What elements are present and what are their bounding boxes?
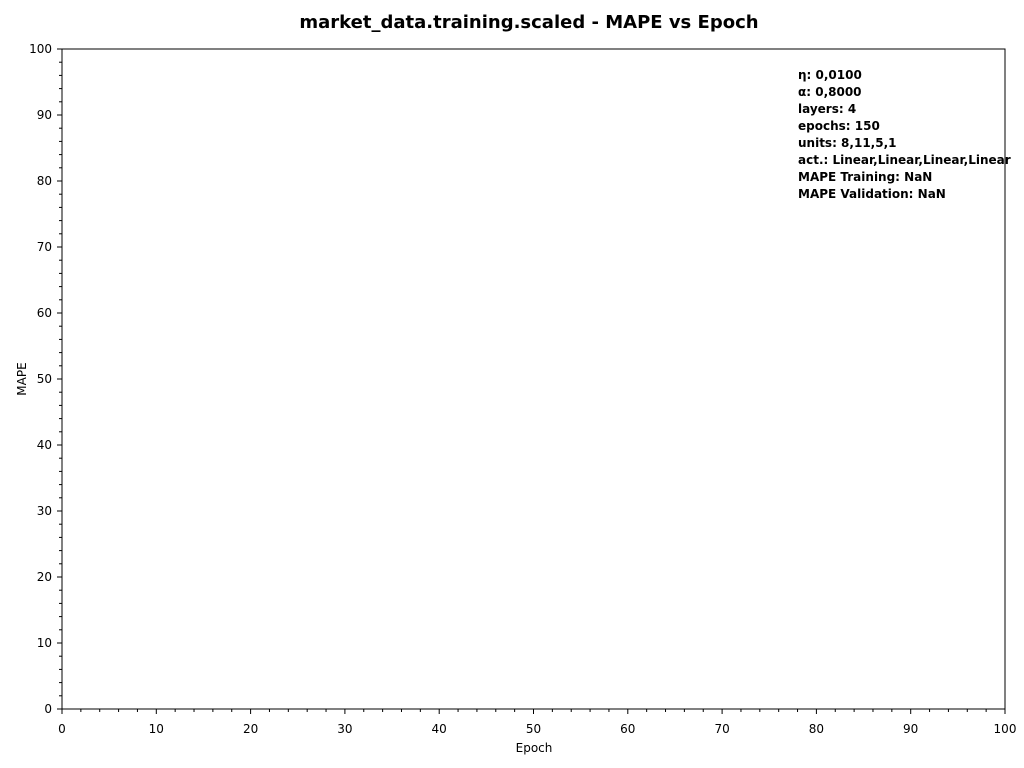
x-tick-label: 90	[903, 722, 918, 736]
y-axis: 0 10 20 30 40 50 60 70 80 90 100	[29, 42, 62, 716]
info-line: α: 0,8000	[798, 85, 862, 99]
x-tick-label: 10	[149, 722, 164, 736]
info-line: MAPE Validation: NaN	[798, 187, 946, 201]
y-tick-label: 90	[37, 108, 52, 122]
info-line: epochs: 150	[798, 119, 880, 133]
chart-title: market_data.training.scaled - MAPE vs Ep…	[299, 12, 758, 33]
x-tick-label: 70	[714, 722, 729, 736]
info-line: MAPE Training: NaN	[798, 170, 932, 184]
y-tick-label: 0	[44, 702, 52, 716]
x-tick-label: 50	[526, 722, 541, 736]
y-tick-label: 20	[37, 570, 52, 584]
y-tick-label: 10	[37, 636, 52, 650]
info-box: η: 0,0100 α: 0,8000 layers: 4 epochs: 150 un…	[798, 68, 1011, 201]
x-tick-label: 0	[58, 722, 66, 736]
x-axis: 0 10 20 30 40 50 60 70 80 90 100	[58, 709, 1016, 736]
x-tick-label: 20	[243, 722, 258, 736]
x-tick-label: 80	[809, 722, 824, 736]
y-tick-label: 100	[29, 42, 52, 56]
y-tick-label: 40	[37, 438, 52, 452]
x-tick-label: 30	[337, 722, 352, 736]
y-tick-label: 30	[37, 504, 52, 518]
info-line: layers: 4	[798, 102, 856, 116]
y-tick-label: 80	[37, 174, 52, 188]
y-axis-label: MAPE	[15, 362, 29, 395]
info-line: act.: Linear,Linear,Linear,Linear	[798, 153, 1011, 167]
info-line: units: 8,11,5,1	[798, 136, 896, 150]
x-tick-label: 60	[620, 722, 635, 736]
y-tick-label: 60	[37, 306, 52, 320]
y-tick-label: 70	[37, 240, 52, 254]
x-axis-label: Epoch	[516, 741, 553, 755]
y-tick-label: 50	[37, 372, 52, 386]
x-tick-label: 100	[994, 722, 1017, 736]
info-line: η: 0,0100	[798, 68, 862, 82]
x-tick-label: 40	[432, 722, 447, 736]
